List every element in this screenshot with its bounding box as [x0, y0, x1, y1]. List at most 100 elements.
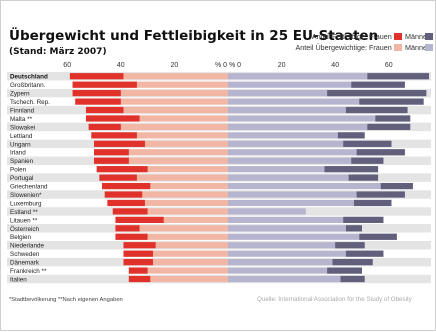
bar-men-overweight [228, 132, 365, 139]
bar-men-overweight [228, 115, 411, 122]
bar-men-overweight [228, 174, 379, 181]
bar-men-obese [351, 157, 384, 164]
bar-women-obese [128, 267, 148, 274]
bar-women-obese [94, 149, 129, 156]
country-label: Deutschland [10, 74, 48, 81]
bar-men-obese [353, 199, 392, 207]
footnote: *Stadtbevölkerung **Nach eigenen Angaben [9, 297, 123, 303]
country-label: Schweden [10, 251, 40, 258]
bar-men-obese [345, 106, 408, 114]
bar-women-overweight [72, 81, 228, 88]
bar-women-overweight [88, 123, 228, 131]
table-row: Litauen ** [10, 216, 384, 224]
country-label: Finnland [10, 107, 35, 114]
bar-men-overweight [228, 149, 405, 156]
bar-men-obese [375, 115, 411, 122]
bar-women-overweight [107, 199, 228, 207]
country-label: Belgien [10, 234, 32, 241]
bar-women-obese [94, 140, 145, 147]
bar-women-obese [112, 208, 148, 215]
table-row: Belgien [10, 233, 397, 241]
bar-men-overweight [228, 157, 384, 164]
bar-men-obese [340, 275, 365, 283]
country-label: Slowakei [10, 124, 35, 131]
country-label: Italien [10, 276, 27, 283]
legend-overweight-label: Anteil Übergewichtige: [295, 43, 367, 52]
table-row: Estland ** [7, 207, 431, 216]
country-label: Portugal [10, 175, 33, 182]
bar-women-obese [104, 191, 143, 198]
tick-label-left-0: 60 [63, 62, 71, 69]
bar-men-overweight [228, 208, 306, 215]
legend-women-obese-swatch [394, 33, 402, 40]
bar-women-overweight [115, 216, 228, 223]
bar-women-overweight [115, 225, 228, 232]
bar-women-obese [123, 259, 153, 266]
chart-title: Übergewicht und Fettleibigkeit in 25 EU-… [9, 26, 378, 44]
table-row: Spanien [7, 156, 431, 165]
country-label: Niederlande [10, 243, 44, 250]
bar-women-obese [123, 250, 153, 257]
tick-label-left-3: % 0 [215, 62, 227, 69]
bar-men-obese [356, 191, 405, 198]
table-row: Deutschland [7, 72, 431, 81]
legend-men-label-2: Männer [405, 43, 430, 52]
bar-men-obese [367, 73, 429, 80]
legend-men-overweight-swatch [425, 44, 433, 51]
source-note: Quelle: International Association for th… [257, 296, 413, 303]
country-label: Luxemburg [10, 200, 42, 207]
bar-men-obese [345, 250, 384, 257]
table-row: Malta ** [10, 115, 411, 123]
bar-men-obese [348, 174, 379, 181]
table-row: Ungarn [7, 139, 431, 148]
tick-label-left-1: 40 [117, 62, 125, 69]
bar-women-obese [128, 275, 151, 283]
bar-men-obese [343, 140, 392, 147]
bar-women-overweight [128, 267, 228, 274]
bar-women-overweight [94, 157, 228, 164]
tick-label-left-2: 20 [171, 62, 179, 69]
bar-men-obese [359, 98, 424, 105]
country-label: Dänemark [10, 260, 40, 267]
bar-women-obese [115, 225, 140, 232]
bar-men-overweight [228, 140, 392, 147]
bar-women-obese [85, 115, 140, 122]
bar-men-obese [367, 123, 411, 131]
bar-women-obese [115, 216, 164, 223]
bar-women-obese [96, 166, 148, 173]
legend-men-obese-swatch [425, 33, 433, 40]
country-label: Malta ** [10, 116, 33, 123]
country-label: Polen [10, 167, 27, 174]
table-row: Luxemburg [10, 199, 392, 207]
bar-men-obese [345, 225, 362, 232]
table-row: Portugal [7, 173, 431, 182]
table-row: Italien [7, 274, 431, 283]
bar-men-obese [324, 166, 379, 173]
bar-women-overweight [85, 106, 229, 114]
legend-women-overweight-swatch [394, 44, 402, 51]
country-label: Lettland [10, 133, 33, 140]
bar-women-obese [69, 73, 124, 80]
bar-women-overweight [69, 73, 228, 80]
left-tick-labels: 60 40 20 % 0 [63, 62, 227, 69]
country-label: Österreich [10, 225, 40, 233]
bar-men-obese [351, 81, 405, 88]
bar-women-overweight [104, 191, 228, 198]
bar-women-overweight [102, 182, 228, 190]
country-label: Frankreich ** [10, 268, 47, 275]
country-label: Irland [10, 150, 26, 157]
bar-women-overweight [85, 115, 229, 122]
bar-men-overweight [228, 106, 408, 114]
bar-men-obese [332, 259, 373, 266]
bar-women-obese [94, 157, 129, 164]
bar-men-overweight [228, 242, 365, 249]
bar-women-overweight [123, 259, 228, 266]
table-row: Niederlande [7, 241, 431, 250]
table-row: Schweden [10, 250, 384, 258]
bar-women-obese [75, 98, 121, 105]
table-row: Dänemark [7, 257, 431, 267]
chart-subtitle: (Stand: März 2007) [9, 47, 107, 57]
bar-women-obese [88, 123, 121, 131]
